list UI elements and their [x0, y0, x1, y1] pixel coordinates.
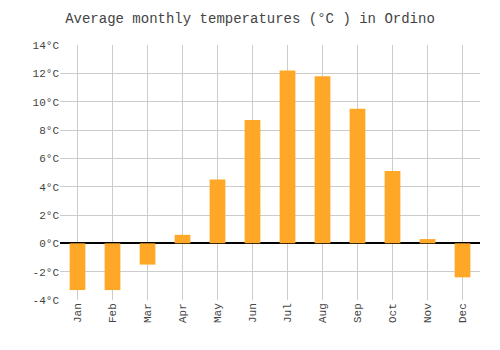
svg-text:8°C: 8°C	[39, 125, 59, 137]
svg-text:Jul: Jul	[282, 303, 294, 323]
svg-text:-2°C: -2°C	[33, 267, 60, 279]
svg-text:Mar: Mar	[142, 303, 154, 323]
svg-text:Jan: Jan	[72, 303, 84, 323]
svg-text:0°C: 0°C	[39, 238, 59, 250]
svg-text:Sep: Sep	[352, 303, 364, 323]
svg-text:14°C: 14°C	[33, 40, 60, 52]
svg-text:4°C: 4°C	[39, 182, 59, 194]
svg-text:-4°C: -4°C	[33, 295, 60, 307]
svg-text:Nov: Nov	[422, 303, 434, 323]
svg-text:May: May	[212, 303, 224, 323]
svg-text:Feb: Feb	[107, 303, 119, 323]
svg-text:Dec: Dec	[457, 303, 469, 323]
svg-text:10°C: 10°C	[33, 97, 60, 109]
svg-text:6°C: 6°C	[39, 153, 59, 165]
svg-text:Average monthly temperatures (: Average monthly temperatures (°C ) in Or…	[65, 11, 435, 27]
svg-text:Apr: Apr	[177, 303, 189, 323]
svg-text:Aug: Aug	[317, 303, 329, 323]
svg-text:12°C: 12°C	[33, 68, 60, 80]
svg-text:Oct: Oct	[387, 303, 399, 323]
svg-text:Jun: Jun	[247, 303, 259, 323]
svg-text:2°C: 2°C	[39, 210, 59, 222]
